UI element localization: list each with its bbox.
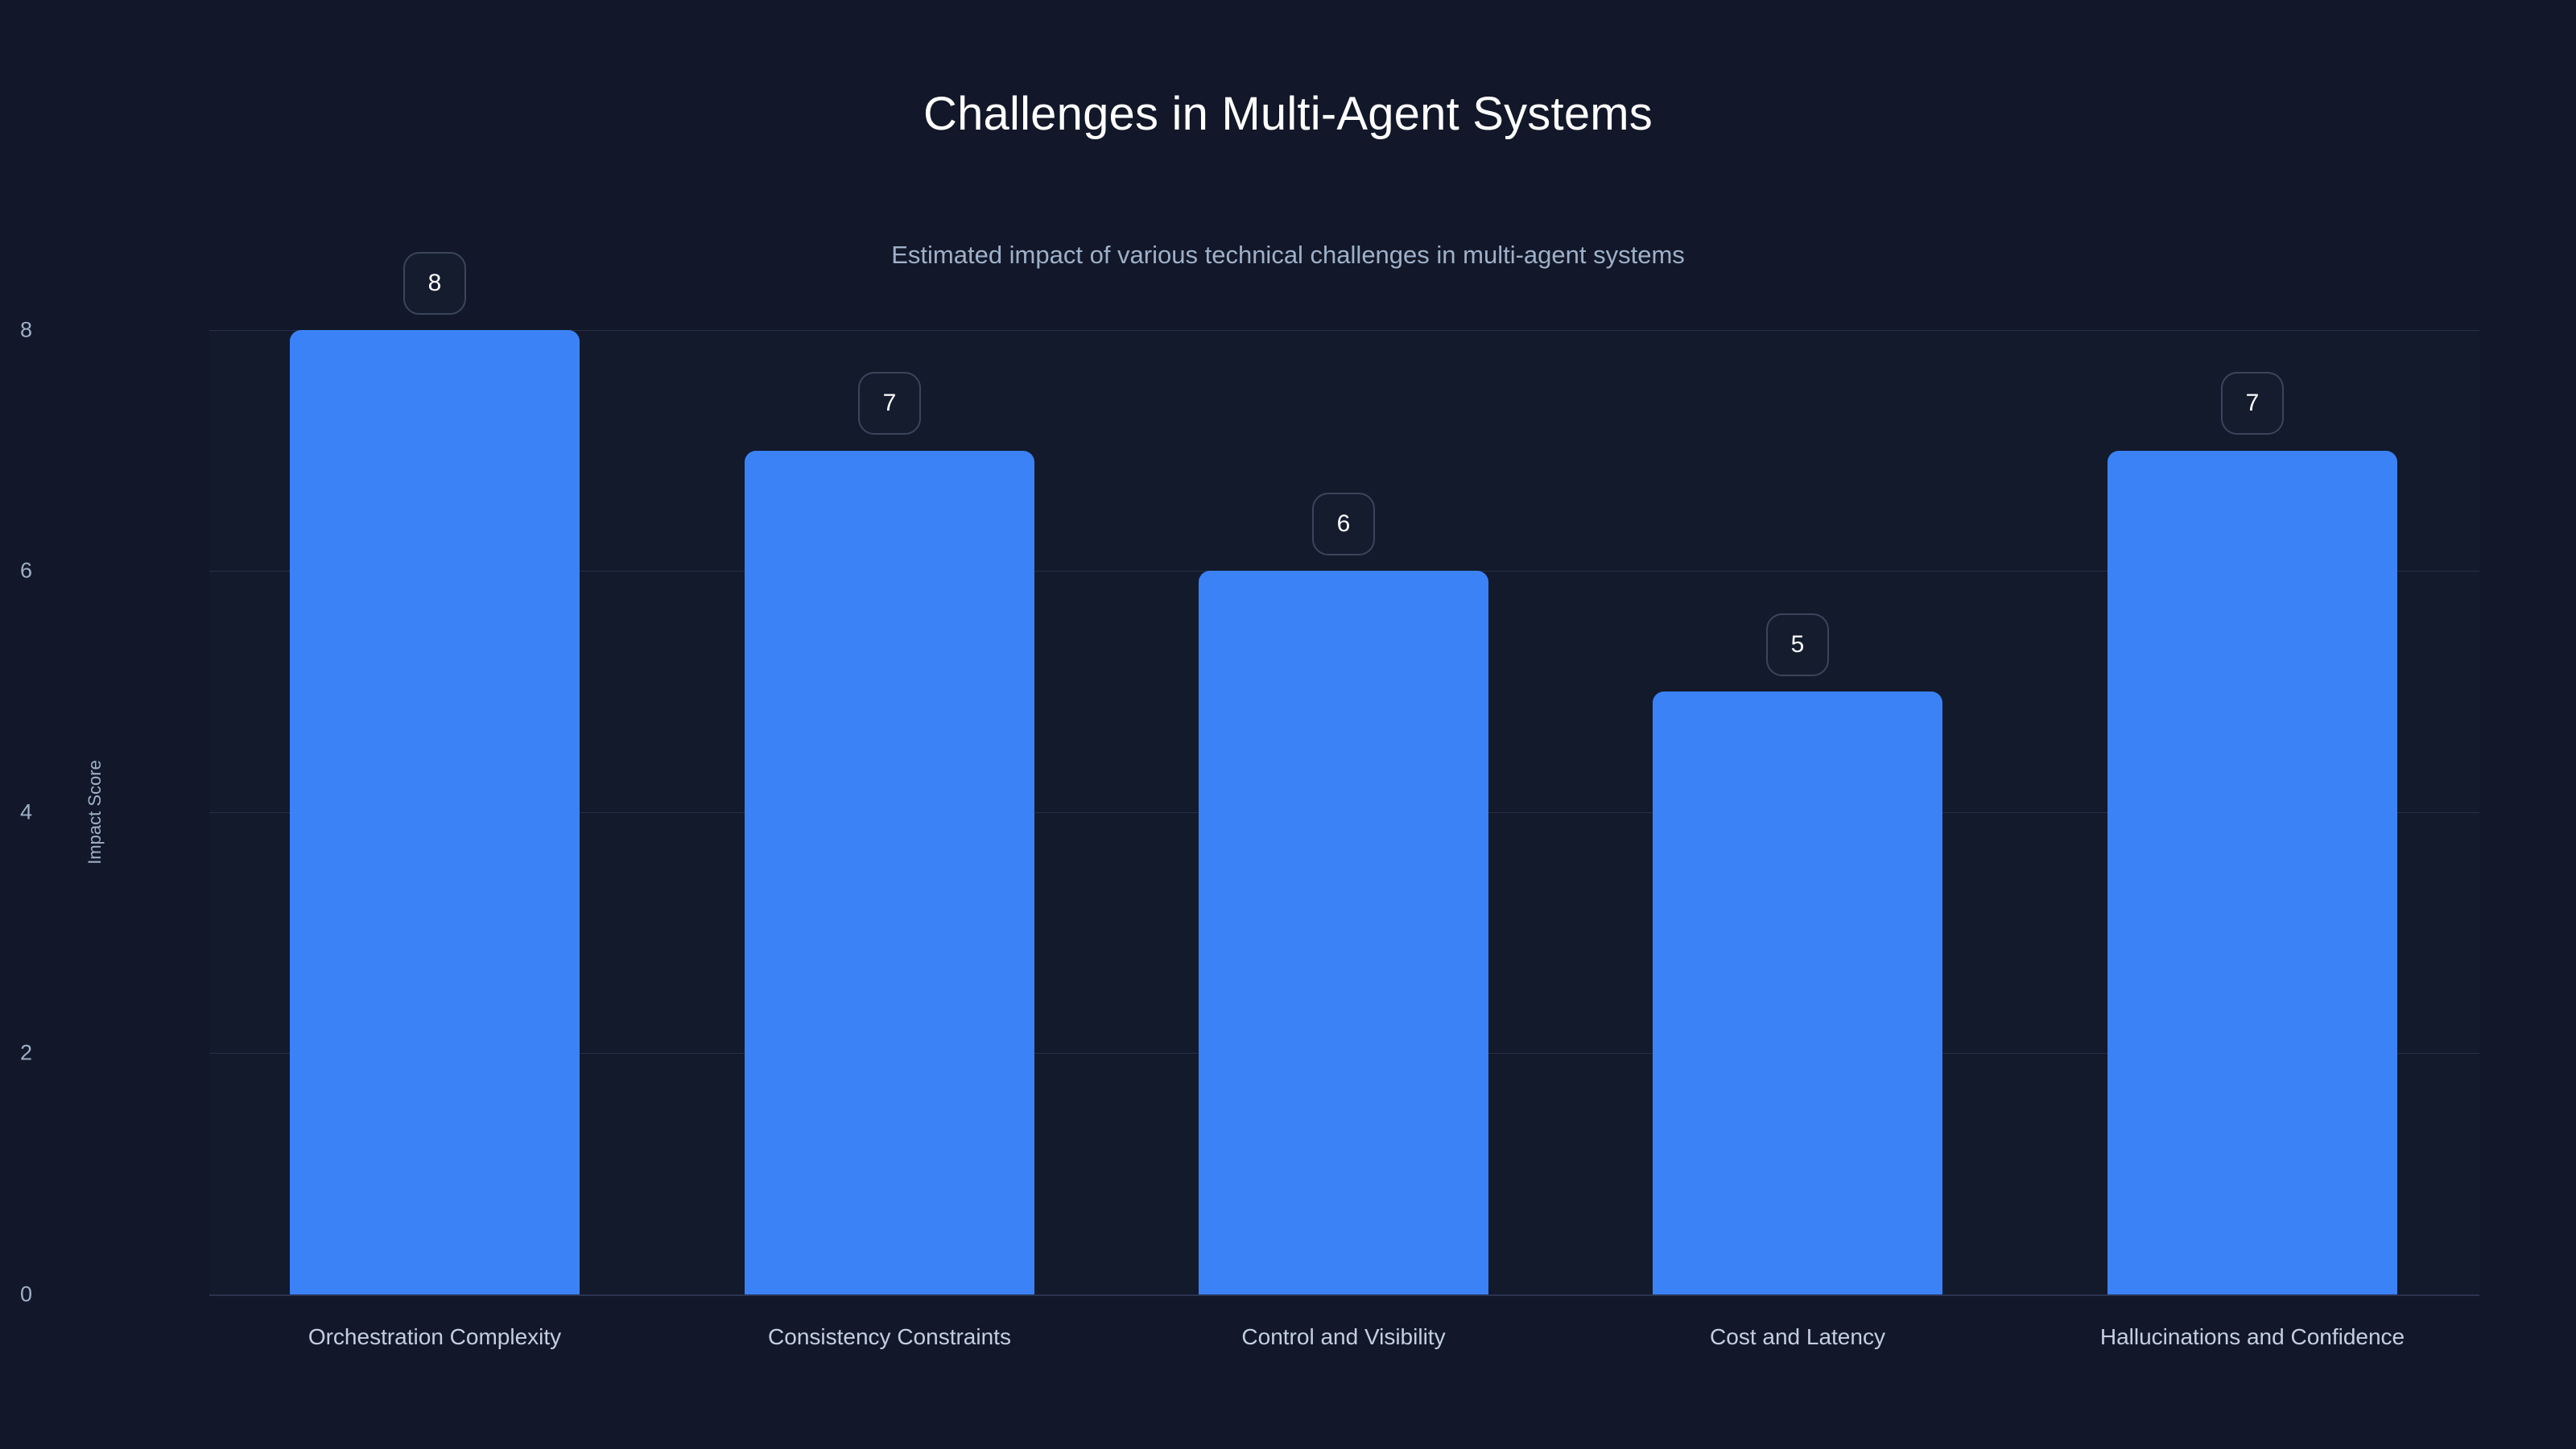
bar-orchestration-complexity[interactable]	[290, 330, 580, 1294]
bar-cost-and-latency[interactable]	[1653, 691, 1942, 1294]
value-badge-orchestration-complexity: 8	[403, 252, 466, 315]
value-badge-cost-and-latency: 5	[1766, 613, 1829, 676]
chart-subtitle: Estimated impact of various technical ch…	[891, 241, 1685, 269]
x-tick-label-control-and-visibility: Control and Visibility	[1241, 1324, 1446, 1349]
y-tick-label-2: 2	[19, 1040, 32, 1065]
value-badge-consistency-constraints: 7	[858, 372, 921, 435]
y-tick-label-4: 4	[19, 799, 32, 824]
x-tick-label-cost-and-latency: Cost and Latency	[1710, 1324, 1885, 1349]
y-tick-label-8: 8	[19, 317, 32, 342]
x-tick-label-orchestration-complexity: Orchestration Complexity	[308, 1324, 562, 1349]
x-tick-label-hallucinations-and-confidence: Hallucinations and Confidence	[2099, 1324, 2405, 1349]
bar-consistency-constraints[interactable]	[745, 451, 1034, 1294]
y-axis-title: Impact Score	[85, 760, 105, 865]
chart-title: Challenges in Multi-Agent Systems	[923, 88, 1653, 140]
x-tick-label-consistency-constraints: Consistency Constraints	[768, 1324, 1011, 1349]
x-axis-baseline	[209, 1294, 2479, 1296]
bar-hallucinations-and-confidence[interactable]	[2107, 451, 2397, 1294]
value-badge-hallucinations-and-confidence: 7	[2221, 372, 2284, 435]
y-tick-label-6: 6	[19, 558, 32, 583]
gridline-8	[209, 330, 2479, 331]
bar-control-and-visibility[interactable]	[1199, 571, 1488, 1294]
y-tick-label-0: 0	[19, 1282, 32, 1307]
value-badge-control-and-visibility: 6	[1312, 493, 1375, 555]
